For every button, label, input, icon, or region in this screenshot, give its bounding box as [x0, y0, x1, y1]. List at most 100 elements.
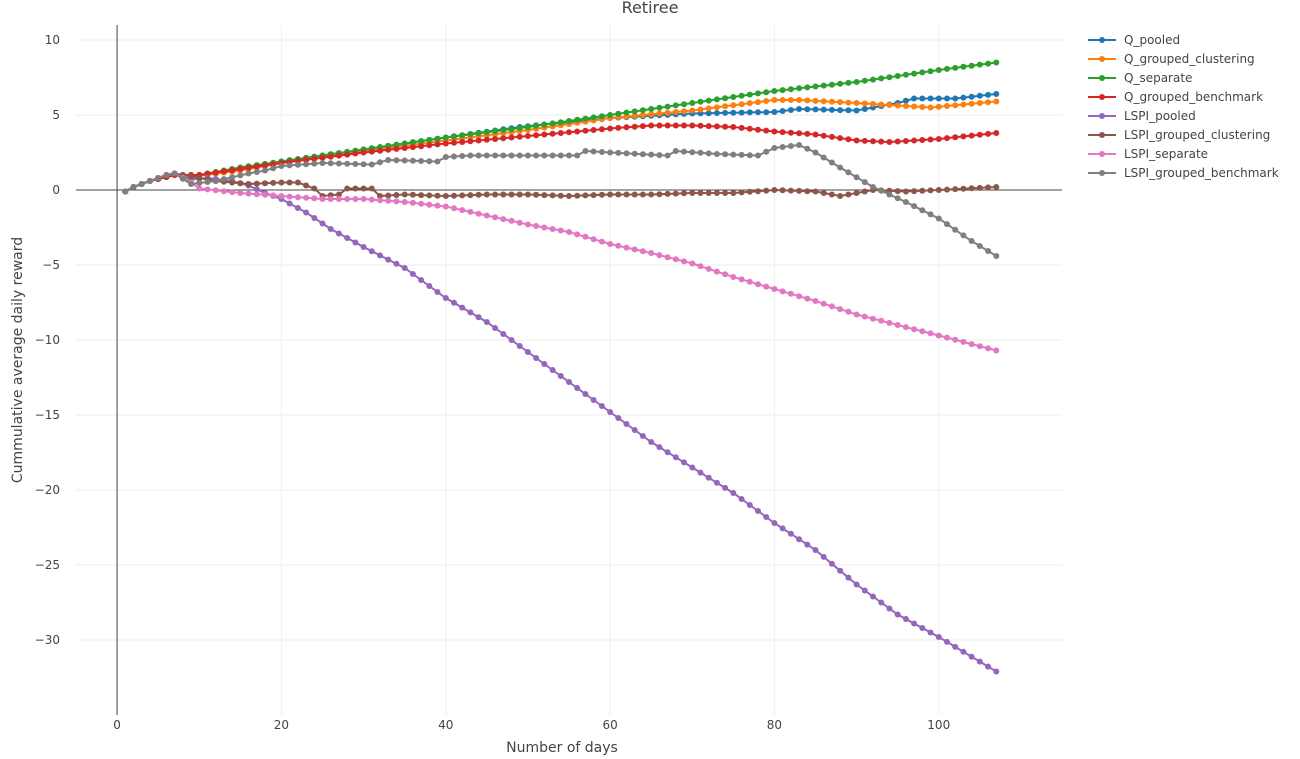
data-point	[409, 271, 416, 277]
legend-item-q-grouped-benchmark[interactable]: Q_grouped_benchmark	[1088, 90, 1263, 104]
data-point	[631, 150, 638, 157]
data-point	[960, 101, 967, 108]
legend-marker	[1099, 75, 1105, 81]
data-point	[985, 60, 992, 67]
data-point	[993, 91, 1000, 97]
data-point	[631, 427, 638, 433]
legend-label: LSPI_pooled	[1124, 109, 1196, 123]
data-point	[648, 151, 655, 158]
data-point	[960, 232, 967, 239]
data-point	[976, 658, 983, 665]
data-point	[500, 127, 507, 134]
data-point	[697, 149, 704, 156]
data-point	[820, 553, 827, 560]
data-point	[927, 68, 934, 75]
data-point	[615, 149, 622, 156]
data-point	[771, 128, 778, 135]
data-point	[787, 97, 794, 103]
data-point	[804, 130, 811, 137]
data-point	[664, 449, 671, 456]
data-point	[557, 373, 564, 379]
data-point	[812, 188, 819, 195]
data-point	[993, 184, 1000, 190]
legend[interactable]: Q_pooled Q_grouped_clustering Q_separate Q_…	[1088, 33, 1279, 180]
legend-item-lspi-pooled[interactable]: LSPI_pooled	[1088, 109, 1196, 123]
data-point	[812, 106, 819, 113]
data-point	[508, 191, 515, 198]
data-point	[985, 91, 992, 98]
data-point	[607, 112, 614, 118]
data-point	[738, 109, 745, 116]
data-point	[672, 109, 679, 115]
data-point	[516, 219, 523, 226]
data-point	[681, 101, 687, 108]
data-point	[919, 95, 926, 102]
series-group	[122, 59, 1000, 675]
data-point	[434, 158, 441, 165]
data-point	[870, 138, 876, 145]
legend-item-lspi-separate[interactable]: LSPI_separate	[1088, 147, 1208, 161]
legend-item-q-separate[interactable]: Q_separate	[1088, 71, 1192, 85]
data-point	[705, 105, 712, 112]
data-point	[311, 195, 318, 202]
data-point	[804, 541, 811, 548]
data-point	[631, 246, 638, 253]
data-point	[245, 170, 252, 177]
data-point	[442, 154, 449, 160]
data-point	[705, 474, 712, 481]
y-tick-label: −15	[35, 408, 60, 422]
data-point	[122, 188, 129, 195]
data-point	[820, 190, 827, 196]
legend-item-q-pooled[interactable]: Q_pooled	[1088, 33, 1180, 47]
data-point	[894, 611, 901, 618]
data-point	[894, 322, 901, 328]
data-point	[557, 130, 564, 136]
data-point	[352, 196, 359, 202]
data-point	[976, 184, 983, 191]
data-point	[188, 173, 194, 180]
data-point	[878, 187, 885, 194]
data-point	[911, 95, 918, 102]
data-point	[927, 330, 934, 337]
data-point	[648, 439, 655, 445]
data-point	[911, 70, 918, 77]
data-point	[952, 186, 959, 193]
legend-item-lspi-grouped-benchmark[interactable]: LSPI_grouped_benchmark	[1088, 166, 1279, 180]
data-point	[968, 341, 975, 348]
y-tick-label: −5	[42, 258, 60, 272]
data-point	[360, 149, 367, 156]
data-point	[631, 108, 638, 115]
data-point	[220, 188, 227, 195]
legend-item-q-grouped-clustering[interactable]: Q_grouped_clustering	[1088, 52, 1255, 66]
data-point	[894, 195, 901, 202]
data-point	[475, 314, 482, 321]
data-point	[475, 130, 482, 137]
data-point	[705, 123, 712, 130]
data-point	[927, 211, 934, 218]
legend-label: Q_pooled	[1124, 33, 1180, 47]
series-q-pooled	[122, 91, 1000, 195]
legend-marker	[1099, 56, 1105, 62]
data-point	[845, 136, 852, 143]
data-point	[681, 148, 687, 155]
data-point	[861, 313, 868, 320]
data-point	[590, 236, 597, 243]
data-point	[377, 147, 383, 154]
data-point	[508, 152, 515, 159]
data-point	[968, 185, 975, 192]
data-point	[837, 80, 844, 87]
data-point	[927, 187, 934, 194]
data-point	[434, 289, 441, 295]
data-point	[812, 97, 819, 104]
data-point	[828, 560, 835, 567]
series-line-lspi-separate	[124, 172, 997, 352]
data-point	[828, 159, 835, 166]
data-point	[672, 256, 679, 263]
data-point	[401, 145, 408, 151]
data-point	[960, 648, 967, 655]
data-point	[229, 167, 236, 174]
data-point	[467, 152, 474, 159]
data-point	[524, 191, 531, 198]
legend-item-lspi-grouped-clustering[interactable]: LSPI_grouped_clustering	[1088, 128, 1270, 142]
data-point	[804, 106, 811, 113]
